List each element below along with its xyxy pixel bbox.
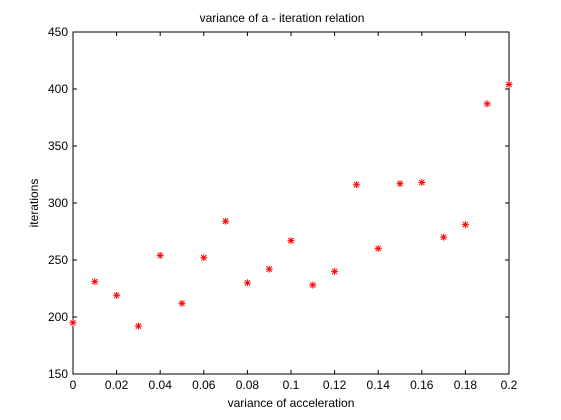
data-point bbox=[113, 291, 121, 299]
data-point bbox=[265, 265, 273, 273]
data-point bbox=[461, 221, 469, 229]
data-point bbox=[418, 178, 426, 186]
y-axis-ticks: 150 200 250 300 350 400 450 bbox=[48, 25, 509, 381]
data-point bbox=[200, 254, 208, 262]
y-tick-label: 300 bbox=[48, 196, 68, 210]
data-point bbox=[287, 237, 295, 245]
y-tick-label: 200 bbox=[48, 310, 68, 324]
x-axis-ticks: 0 0.02 0.04 0.06 0.08 0.1 0.12 0.14 0.16 0.18 0.2 bbox=[70, 32, 518, 392]
data-point bbox=[222, 217, 230, 225]
x-tick-label: 0.18 bbox=[454, 378, 478, 392]
data-point bbox=[331, 267, 339, 275]
x-tick-label: 0.06 bbox=[192, 378, 216, 392]
data-point bbox=[352, 181, 360, 189]
x-tick-label: 0.14 bbox=[367, 378, 391, 392]
x-tick-label: 0.02 bbox=[105, 378, 129, 392]
x-tick-label: 0.2 bbox=[501, 378, 518, 392]
data-point bbox=[374, 245, 382, 253]
data-points bbox=[69, 80, 513, 330]
x-tick-label: 0 bbox=[70, 378, 77, 392]
y-tick-label: 150 bbox=[48, 367, 68, 381]
x-tick-label: 0.04 bbox=[149, 378, 173, 392]
y-tick-label: 400 bbox=[48, 82, 68, 96]
data-point bbox=[178, 299, 186, 307]
data-point bbox=[309, 281, 317, 289]
y-tick-label: 450 bbox=[48, 25, 68, 39]
data-point bbox=[505, 80, 513, 88]
plot-area bbox=[72, 31, 510, 375]
x-tick-label: 0.08 bbox=[236, 378, 260, 392]
y-tick-label: 250 bbox=[48, 253, 68, 267]
x-tick-label: 0.1 bbox=[283, 378, 300, 392]
data-point bbox=[243, 279, 251, 287]
chart-title: variance of a - iteration relation bbox=[200, 11, 365, 25]
data-point bbox=[91, 278, 99, 286]
x-tick-label: 0.16 bbox=[410, 378, 434, 392]
y-axis-label: iterations bbox=[27, 179, 41, 228]
x-tick-label: 0.12 bbox=[323, 378, 347, 392]
data-point bbox=[69, 319, 77, 327]
data-point bbox=[440, 233, 448, 241]
data-point bbox=[134, 322, 142, 330]
x-axis-label: variance of acceleration bbox=[228, 396, 355, 410]
y-tick-label: 350 bbox=[48, 139, 68, 153]
data-point bbox=[396, 180, 404, 188]
data-point bbox=[156, 251, 164, 259]
data-point bbox=[483, 100, 491, 108]
